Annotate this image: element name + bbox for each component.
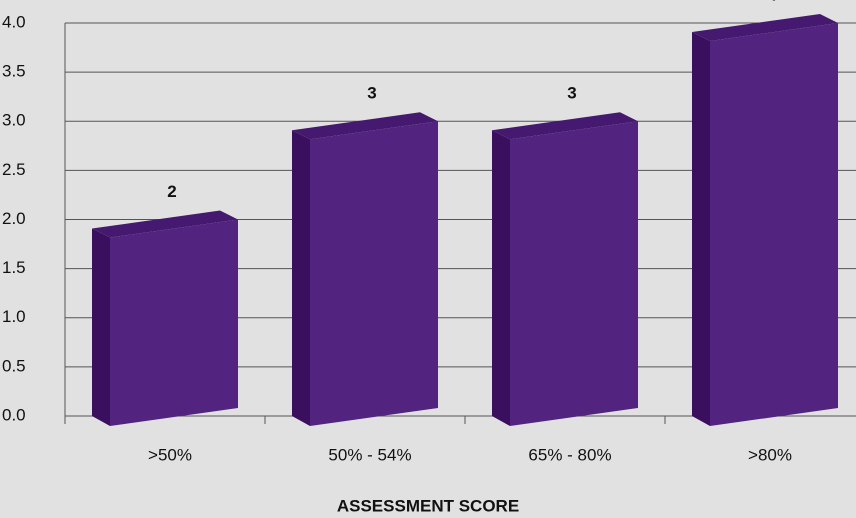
y-tick-label: 2.5 <box>2 160 26 179</box>
y-tick-label: 2.0 <box>2 209 26 228</box>
bar-side <box>292 130 310 426</box>
value-label: 3 <box>567 84 576 103</box>
bar <box>510 121 638 426</box>
x-tick-label: 50% - 54% <box>328 445 411 464</box>
y-tick-label: 3.5 <box>2 62 26 81</box>
y-tick-label: 0.5 <box>2 356 26 375</box>
bar-top <box>692 14 838 41</box>
value-label: 3 <box>367 84 376 103</box>
y-tick-label: 4.0 <box>2 12 26 31</box>
bar-top <box>92 210 238 238</box>
x-tick-label: >80% <box>748 445 792 464</box>
x-tick-label: >50% <box>148 445 192 464</box>
bar-side <box>492 130 510 426</box>
x-axis-label: ASSESSMENT SCORE <box>337 496 519 515</box>
bar-side <box>92 228 110 426</box>
bar-top <box>492 112 638 140</box>
value-label: 2 <box>167 182 176 201</box>
value-label: 4 <box>767 0 777 4</box>
bar-side <box>692 32 710 426</box>
bar-top <box>292 112 438 140</box>
bar <box>310 121 438 426</box>
bar <box>710 23 838 426</box>
x-tick-label: 65% - 80% <box>528 445 611 464</box>
y-tick-label: 1.5 <box>2 258 26 277</box>
y-tick-label: 1.0 <box>2 307 26 326</box>
y-tick-label: 3.0 <box>2 111 26 130</box>
bar <box>110 219 238 426</box>
y-tick-label: 0.0 <box>2 405 26 424</box>
